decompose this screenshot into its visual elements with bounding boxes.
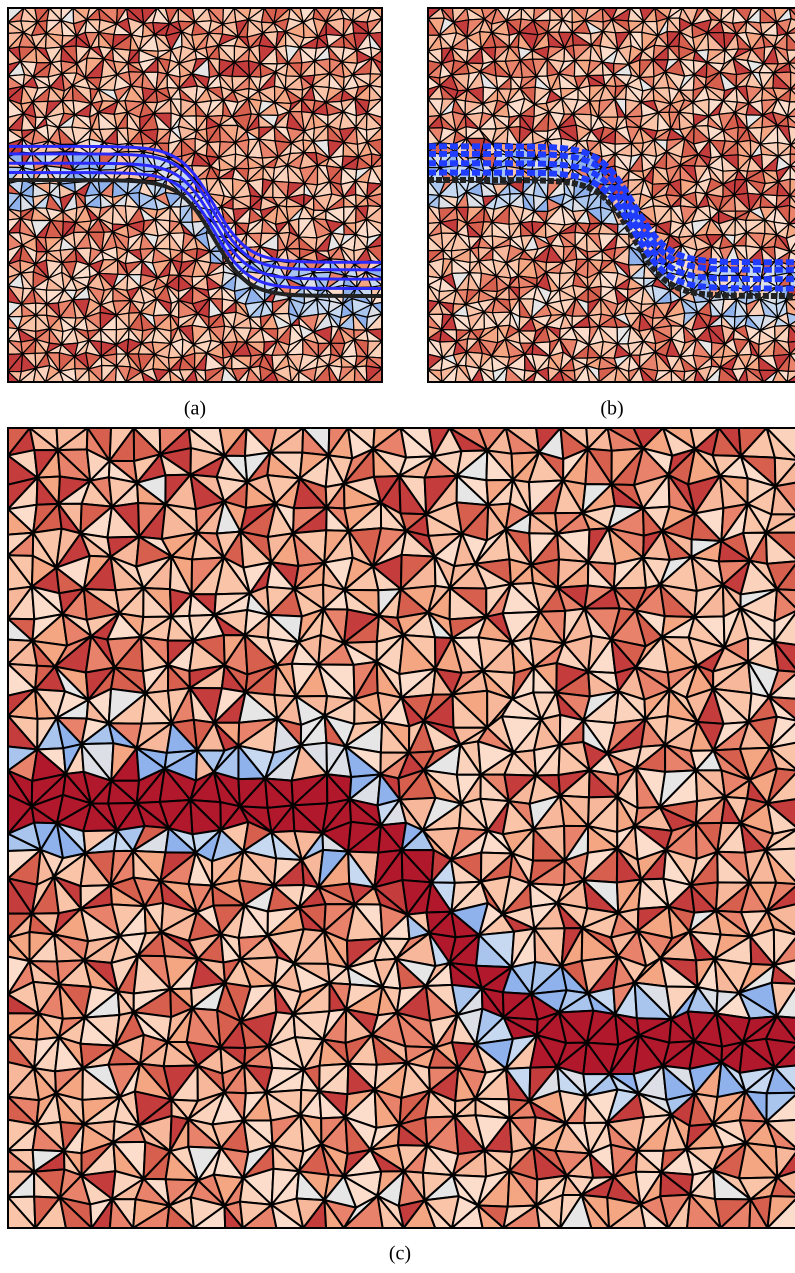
- curve-black: [8, 178, 382, 298]
- curve-offset: [8, 144, 382, 264]
- mesh-cell: [580, 1194, 611, 1228]
- mesh-cell: [789, 164, 795, 181]
- mesh-cell: [786, 49, 795, 65]
- mesh-cell: [220, 366, 239, 382]
- mesh-cell: [745, 366, 765, 382]
- mesh-cell: [32, 366, 47, 382]
- mesh-cell: [788, 160, 795, 168]
- panel-c-mesh: [8, 428, 795, 1228]
- mesh-cell: [787, 56, 795, 64]
- curve-offset: [8, 161, 382, 281]
- mesh-cell: [614, 365, 631, 382]
- mesh-cell: [789, 178, 795, 198]
- mesh-cell: [559, 368, 577, 382]
- mesh-cell: [272, 370, 293, 382]
- panel-c-frame: [7, 427, 795, 1229]
- mesh-cell: [223, 1202, 245, 1228]
- mesh-cell: [323, 1196, 346, 1228]
- mesh-cell: [353, 365, 368, 382]
- mesh-cell: [165, 1203, 196, 1228]
- curve-offset: [428, 150, 795, 273]
- mesh-cell: [88, 367, 103, 382]
- mesh-cell: [787, 217, 795, 225]
- mesh-cell: [787, 323, 795, 344]
- mesh-cell: [108, 1196, 135, 1228]
- mesh-cell: [585, 365, 600, 382]
- mesh-cell: [771, 369, 789, 382]
- mesh-cell: [327, 365, 340, 382]
- mesh-cell: [788, 8, 795, 21]
- mesh-cell: [428, 368, 443, 382]
- mesh-cell: [748, 1196, 769, 1228]
- mesh-cell: [504, 365, 525, 382]
- mesh-cell: [376, 1192, 406, 1228]
- mesh-cell: [245, 366, 263, 382]
- mesh-cell: [789, 193, 795, 209]
- mesh-cell: [785, 234, 795, 254]
- mesh-cell: [8, 1195, 37, 1228]
- mesh-cell: [423, 1199, 454, 1228]
- panel-b-frame: [427, 7, 795, 383]
- mesh-cell: [693, 368, 707, 382]
- mesh-cell: [478, 366, 496, 382]
- mesh-cell: [686, 1192, 722, 1228]
- mesh-cell: [638, 1201, 670, 1228]
- mesh-cell: [638, 365, 656, 382]
- mesh-cell: [789, 137, 795, 147]
- mesh-cell: [789, 143, 795, 155]
- mesh-cell: [8, 370, 21, 382]
- mesh-cell: [787, 340, 795, 356]
- mesh-cell: [789, 83, 795, 90]
- mesh-cell: [788, 242, 795, 253]
- mesh-cell: [476, 1202, 506, 1228]
- mesh-cell: [718, 366, 740, 382]
- mesh-cell: [788, 61, 795, 75]
- mesh-cell: [454, 363, 472, 382]
- panel-label: (a): [184, 398, 206, 420]
- mesh-cell: [140, 370, 159, 382]
- panel-label: (b): [600, 398, 623, 420]
- mesh-cell: [270, 1202, 305, 1228]
- mesh-cell: [789, 153, 795, 168]
- mesh-cell: [787, 352, 795, 372]
- mesh-cell: [58, 369, 78, 382]
- mesh-cell: [789, 87, 795, 103]
- mesh-cell: [766, 1198, 795, 1228]
- mesh-cell: [670, 369, 685, 382]
- curve-offset: [428, 160, 795, 283]
- curve-offset: [8, 152, 382, 272]
- curve-offset: [428, 169, 795, 292]
- mesh-cell: [114, 363, 127, 382]
- curve-black: [428, 177, 795, 299]
- mesh-cell: [366, 367, 382, 382]
- panel-a-frame: [7, 7, 383, 383]
- curve-offset: [8, 171, 382, 290]
- curve-offset: [428, 143, 795, 266]
- panel-a-mesh: [8, 8, 382, 382]
- mesh-cell: [535, 1202, 562, 1228]
- panel-b-mesh: [428, 8, 795, 382]
- panel-label: (c): [389, 1243, 411, 1265]
- mesh-cell: [58, 1194, 94, 1228]
- mesh-cell: [168, 369, 186, 382]
- mesh-cell: [788, 188, 795, 198]
- mesh-cell: [298, 370, 315, 382]
- mesh-cell: [532, 370, 550, 382]
- mesh-cell: [788, 347, 795, 356]
- mesh-cell: [193, 367, 207, 382]
